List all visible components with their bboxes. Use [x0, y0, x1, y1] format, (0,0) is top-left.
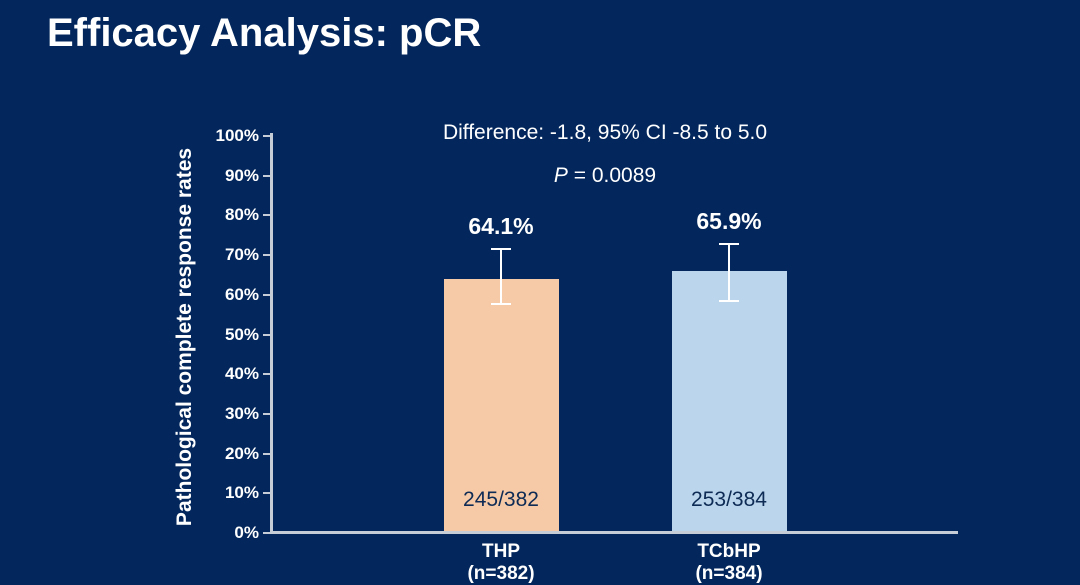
y-tick-label: 80%	[224, 205, 259, 225]
y-tick-mark	[263, 333, 273, 336]
y-tick-mark	[263, 452, 273, 455]
x-axis-label-n-thp: (n=382)	[467, 563, 535, 584]
y-tick-label: 10%	[224, 483, 259, 503]
value-label-tcbhp: 65.9%	[696, 207, 762, 234]
error-bar-top-cap-tcbhp	[719, 242, 739, 245]
x-axis-line	[271, 531, 958, 534]
y-tick-mark	[263, 373, 273, 376]
y-tick-mark	[263, 254, 273, 257]
y-tick-mark	[263, 174, 273, 177]
value-label-thp: 64.1%	[468, 212, 534, 239]
y-tick-label: 70%	[224, 245, 259, 265]
y-tick-label: 40%	[224, 364, 259, 384]
y-tick-label: 60%	[224, 284, 259, 304]
y-tick-mark	[263, 412, 273, 415]
x-axis-label-name-thp: THP	[482, 541, 520, 562]
x-axis-label-name-tcbhp: TCbHP	[697, 541, 761, 562]
x-axis-label-thp: THP (n=382)	[401, 541, 601, 585]
error-bar-bottom-cap-thp	[491, 302, 511, 305]
page-title: Efficacy Analysis: pCR	[47, 11, 482, 55]
x-axis-label-tcbhp: TCbHP (n=384)	[629, 541, 829, 585]
y-tick-label: 100%	[215, 126, 259, 145]
bar-thp	[443, 278, 559, 531]
difference-annotation: Difference: -1.8, 95% CI -8.5 to 5.0	[442, 121, 768, 144]
p-value-italic-p: P	[553, 164, 568, 187]
p-value-annotation: P = 0.0089	[554, 164, 656, 188]
y-tick-mark	[263, 214, 273, 217]
fraction-label-thp: 245/382	[463, 488, 539, 511]
p-value-rest: = 0.0089	[567, 164, 657, 187]
y-tick-label: 30%	[224, 403, 259, 423]
bar-tcbhp	[671, 271, 787, 531]
error-bar-bottom-cap-tcbhp	[719, 299, 739, 302]
error-bar-thp	[500, 248, 502, 304]
error-bar-top-cap-thp	[491, 247, 511, 250]
y-tick-label: 90%	[224, 165, 259, 185]
fraction-label-tcbhp: 253/384	[691, 488, 767, 511]
y-tick-label: 20%	[224, 443, 259, 463]
y-tick-mark	[263, 532, 273, 534]
y-tick-label: 50%	[224, 324, 259, 344]
y-tick-mark	[263, 293, 273, 296]
y-tick-label: 0%	[234, 523, 259, 542]
y-tick-mark	[263, 492, 273, 495]
x-axis-label-n-tcbhp: (n=384)	[695, 563, 763, 584]
error-bar-tcbhp	[728, 243, 730, 301]
y-tick-mark	[263, 135, 273, 137]
